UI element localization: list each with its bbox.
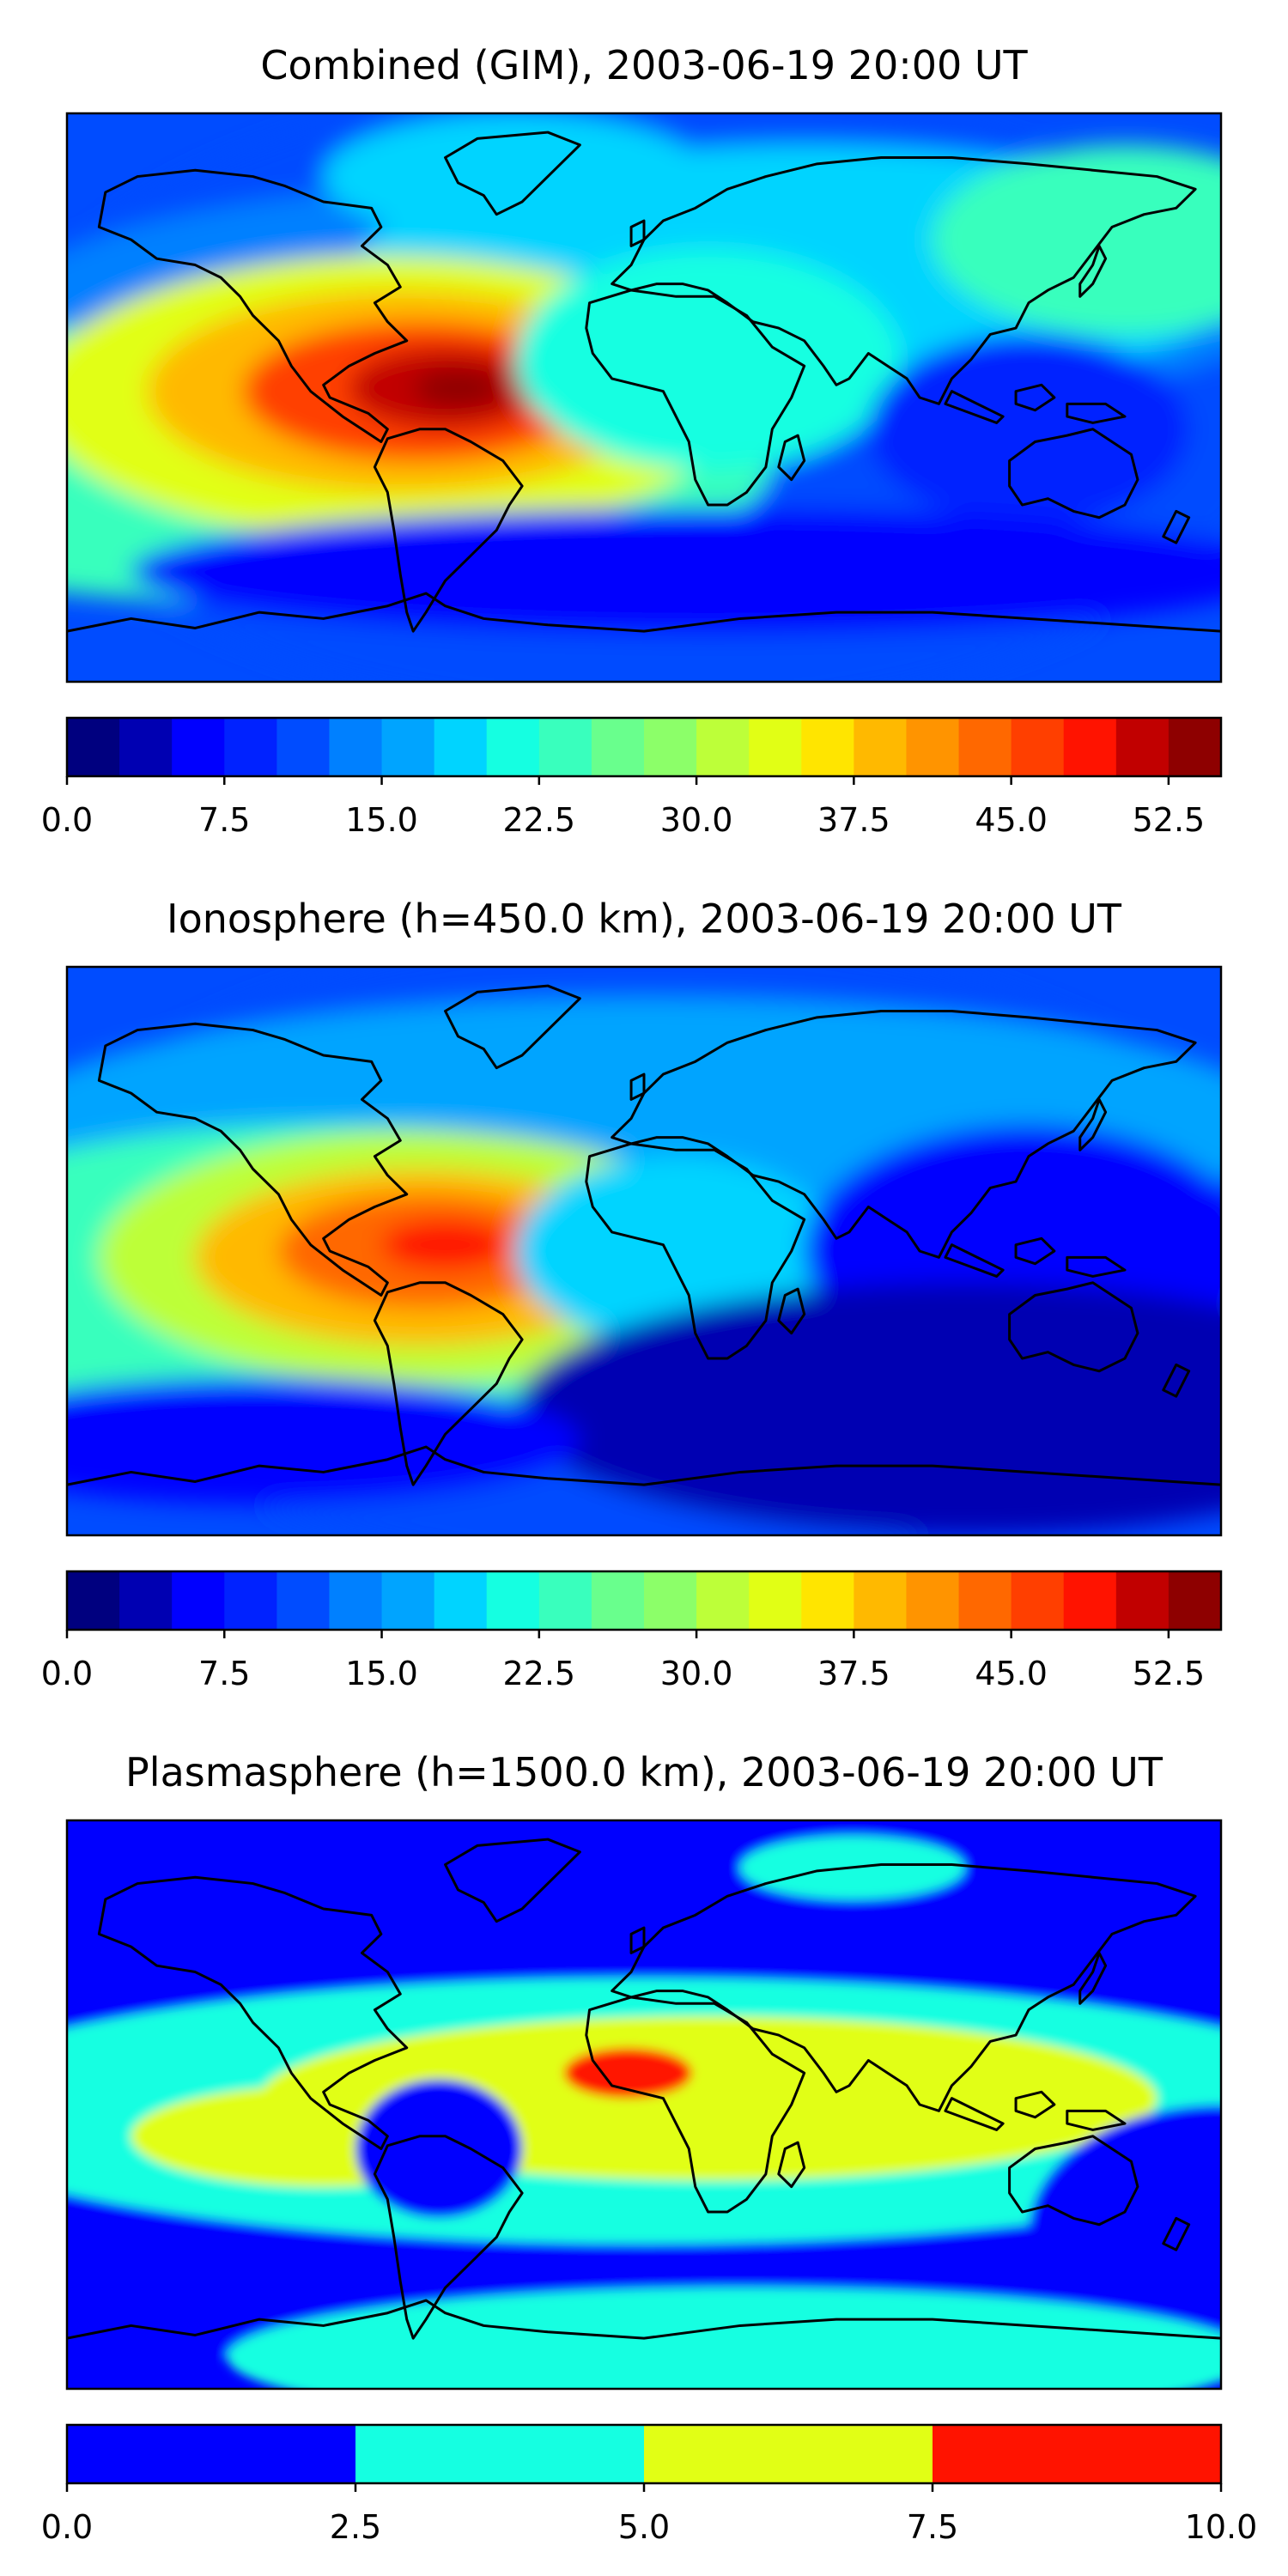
colorbar-segment (119, 718, 173, 776)
map-frame (65, 112, 1223, 683)
colorbar-tick-label: 15.0 (345, 1655, 418, 1692)
colorbar-tick-label: 22.5 (503, 801, 576, 839)
colorbar-segment (172, 1571, 225, 1630)
panel-title: Plasmasphere (h=1500.0 km), 2003-06-19 2… (125, 1749, 1163, 1795)
contour-region-12 (868, 334, 1189, 525)
colorbar-segment (1115, 1571, 1170, 1630)
colorbar-frame (65, 716, 1223, 778)
map-frame (65, 965, 1223, 1537)
colorbar-segment (854, 718, 907, 776)
colorbar-segment (1011, 1571, 1065, 1630)
colorbar-frame (65, 1570, 1223, 1631)
colorbar-tick-label: 7.5 (198, 1655, 250, 1692)
colorbar-tick-label: 52.5 (1133, 801, 1206, 839)
panel-title: Ionosphere (h=450.0 km), 2003-06-19 20:0… (167, 896, 1122, 942)
colorbar-segment (486, 718, 540, 776)
colorbar-segment (538, 718, 592, 776)
colorbar-segment (276, 1571, 330, 1630)
contour-region-10 (413, 368, 503, 408)
colorbar-segment (749, 718, 802, 776)
map-field (67, 967, 1221, 1535)
colorbar-segment (906, 718, 960, 776)
panel-title: Combined (GIM), 2003-06-19 20:00 UT (260, 42, 1028, 88)
map-field (67, 113, 1221, 682)
colorbar-segment (434, 718, 488, 776)
colorbar-tick-label: 37.5 (817, 801, 890, 839)
colorbar-segment (538, 1571, 592, 1630)
colorbar-segment (67, 2425, 356, 2483)
colorbar-segment (696, 1571, 750, 1630)
colorbar-segment (749, 1571, 802, 1630)
colorbar-segment (906, 1571, 960, 1630)
colorbar-segment (329, 718, 383, 776)
contour-region-11 (67, 1377, 580, 1504)
colorbar-segment (933, 2425, 1222, 2483)
colorbar-segment (1011, 718, 1065, 776)
colorbar-segment (381, 1571, 435, 1630)
colorbar-segment (1168, 718, 1222, 776)
contour-region-14 (323, 113, 708, 240)
colorbar-tick-label: 15.0 (345, 801, 418, 839)
colorbar-segment (854, 1571, 907, 1630)
colorbar-segment (434, 1571, 488, 1630)
colorbar-segment (591, 718, 645, 776)
contour-region-7 (355, 2079, 523, 2219)
contour-region-9 (227, 2287, 1221, 2389)
map-frame (65, 1819, 1223, 2391)
panel-1: Combined (GIM), 2003-06-19 20:00 UT 0.0 7.… (41, 42, 1223, 839)
colorbar-segment (67, 718, 120, 776)
colorbar-segment (644, 1571, 697, 1630)
colorbar-tick-label: 10.0 (1185, 2508, 1258, 2546)
colorbar-tick-label: 0.0 (41, 801, 93, 839)
colorbar-tick-label: 0.0 (41, 1655, 93, 1692)
colorbar-segment (801, 1571, 854, 1630)
colorbar-segment (1063, 718, 1117, 776)
colorbar-tick-label: 30.0 (660, 1655, 733, 1692)
contour-region-5 (563, 2047, 692, 2099)
colorbar-tick-label: 7.5 (907, 2508, 958, 2546)
contour-region-8 (1029, 2105, 1221, 2358)
colorbar: 0.0 7.5 15.0 22.5 30.0 37.5 45.0 52.5 (41, 716, 1223, 839)
colorbar-segment (119, 1571, 173, 1630)
colorbar-segment (224, 718, 277, 776)
colorbar-tick-label: 45.0 (975, 801, 1048, 839)
colorbar-segment (486, 1571, 540, 1630)
panel-3: Plasmasphere (h=1500.0 km), 2003-06-19 2… (41, 1749, 1258, 2546)
colorbar-segment (801, 718, 854, 776)
colorbar: 0.0 2.5 5.0 7.5 10.0 (41, 2423, 1258, 2546)
contour-region-11 (515, 249, 901, 471)
colorbar-segment (1063, 1571, 1117, 1630)
colorbar-segment (355, 2425, 645, 2483)
colorbar-tick-label: 22.5 (503, 1655, 576, 1692)
colorbar-tick-label: 30.0 (660, 801, 733, 839)
colorbar-segment (644, 718, 697, 776)
colorbar-tick-label: 37.5 (817, 1655, 890, 1692)
colorbar-tick-label: 0.0 (41, 2508, 93, 2546)
contour-region-13 (131, 507, 1221, 635)
colorbar-tick-label: 5.0 (618, 2508, 670, 2546)
colorbar-segment (1115, 718, 1170, 776)
colorbar-segment (329, 1571, 383, 1630)
colorbar-tick-label: 7.5 (198, 801, 250, 839)
colorbar-segment (172, 718, 225, 776)
colorbar-segment (644, 2425, 933, 2483)
colorbar-segment (958, 1571, 1012, 1630)
colorbar-tick-label: 52.5 (1133, 1655, 1206, 1692)
colorbar-segment (381, 718, 435, 776)
colorbar-segment (224, 1571, 277, 1630)
contour-region-4 (933, 144, 1221, 335)
colorbar: 0.0 7.5 15.0 22.5 30.0 37.5 45.0 52.5 (41, 1570, 1223, 1692)
colorbar-segment (958, 718, 1012, 776)
contour-region-7 (380, 1219, 510, 1271)
colorbar-tick-label: 2.5 (330, 2508, 381, 2546)
colorbar-segment (1168, 1571, 1222, 1630)
map-field (67, 1820, 1221, 2389)
panel-2: Ionosphere (h=450.0 km), 2003-06-19 20:0… (41, 896, 1223, 1692)
colorbar-segment (696, 718, 750, 776)
colorbar-segment (67, 1571, 120, 1630)
colorbar-tick-label: 45.0 (975, 1655, 1048, 1692)
colorbar-segment (276, 718, 330, 776)
colorbar-segment (591, 1571, 645, 1630)
